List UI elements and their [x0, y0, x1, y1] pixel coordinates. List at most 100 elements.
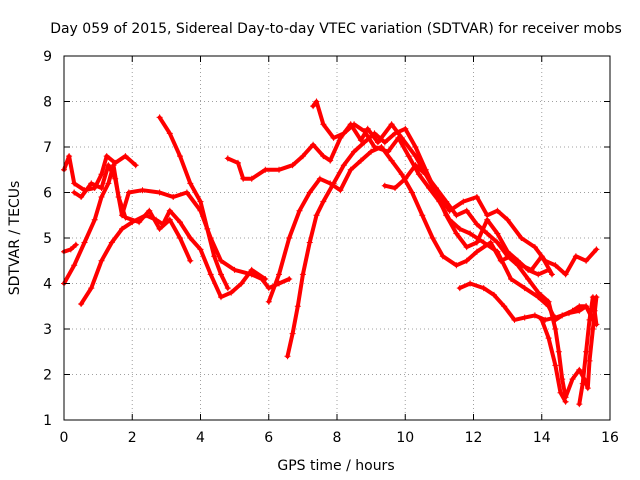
data-point [166, 207, 173, 214]
y-tick-label: 8 [43, 95, 52, 111]
data-point [480, 285, 487, 292]
data-point [240, 175, 247, 182]
data-point [429, 235, 436, 241]
data-point [518, 235, 525, 241]
data-point [296, 207, 303, 214]
x-tick-label: 16 [601, 430, 619, 446]
data-point [98, 257, 105, 264]
data-point [453, 212, 460, 219]
data-point [361, 128, 368, 135]
data-point [71, 180, 78, 187]
x-tick-label: 6 [264, 430, 273, 446]
data-point [402, 125, 409, 132]
data-point [231, 266, 238, 273]
data-point [453, 262, 460, 269]
data-point [463, 207, 470, 214]
data-point [589, 326, 596, 332]
data-point [398, 171, 405, 178]
data-point [139, 187, 146, 194]
data-point [494, 230, 501, 237]
series-track-14 [576, 294, 600, 408]
data-point [531, 312, 538, 319]
data-point [103, 153, 110, 160]
data-point [262, 276, 269, 282]
y-tick-label: 5 [43, 231, 52, 247]
data-point [313, 212, 320, 219]
data-point [487, 239, 494, 246]
data-point [218, 271, 224, 278]
data-point [586, 316, 593, 323]
data-point [351, 148, 358, 155]
data-point [351, 121, 358, 128]
data-point [463, 244, 470, 251]
data-point [289, 162, 296, 169]
data-point [508, 276, 514, 282]
data-point [371, 144, 378, 150]
data-point [395, 134, 402, 141]
data-point [119, 212, 125, 219]
data-point [525, 266, 532, 273]
data-point [67, 246, 74, 253]
data-point [371, 130, 378, 137]
data-point [374, 139, 381, 146]
data-point [228, 289, 235, 296]
series-track-9 [284, 125, 552, 360]
data-point [549, 271, 555, 278]
data-point [589, 294, 596, 301]
data-point [484, 216, 491, 223]
data-point [555, 348, 562, 355]
data-point [473, 194, 480, 200]
series-track-4 [71, 162, 293, 292]
series-line [539, 317, 568, 404]
data-point [224, 285, 231, 292]
data-point [129, 219, 136, 226]
data-point [330, 180, 337, 187]
data-point [562, 271, 569, 278]
data-point [156, 189, 163, 196]
data-point [433, 185, 439, 191]
data-point [340, 162, 347, 169]
data-point [531, 244, 538, 251]
data-point [381, 182, 388, 189]
data-point [347, 166, 354, 173]
data-point [187, 235, 194, 241]
series-track-2 [61, 241, 79, 255]
data-point [235, 159, 241, 166]
data-point [422, 171, 429, 178]
data-point [122, 214, 129, 221]
data-point [593, 321, 600, 328]
data-point [105, 162, 112, 169]
data-point [446, 216, 453, 223]
data-point [494, 207, 501, 214]
data-point [545, 298, 552, 305]
data-point [569, 376, 576, 383]
data-point [320, 198, 327, 205]
data-point [294, 303, 301, 310]
data-point [494, 239, 501, 246]
data-point [78, 194, 85, 200]
data-point [108, 239, 115, 246]
data-point [538, 253, 545, 260]
data-point [72, 241, 79, 248]
data-point [105, 180, 112, 187]
data-point [316, 175, 323, 182]
data-point [501, 303, 508, 310]
data-point [412, 162, 419, 169]
data-point [276, 271, 282, 278]
chart-title: Day 059 of 2015, Sidereal Day-to-day VTE… [50, 21, 622, 37]
data-point [514, 262, 521, 269]
data-point [504, 216, 511, 223]
data-point [545, 335, 552, 342]
data-point [197, 198, 204, 205]
series-track-5 [78, 207, 269, 307]
data-point [439, 253, 446, 260]
x-tick-label: 2 [128, 430, 137, 446]
data-point [576, 401, 583, 408]
data-point [557, 389, 564, 396]
x-tick-label: 4 [196, 430, 205, 446]
data-point [412, 144, 419, 150]
data-point [443, 198, 450, 205]
x-tick-label: 0 [60, 430, 69, 446]
data-point [177, 219, 183, 226]
data-point [583, 303, 590, 310]
